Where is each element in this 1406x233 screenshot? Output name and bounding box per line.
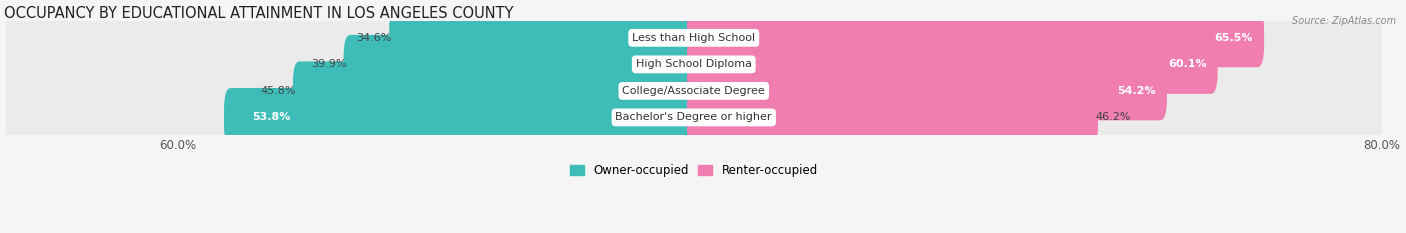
FancyBboxPatch shape: [0, 0, 1391, 76]
Text: High School Diploma: High School Diploma: [636, 59, 752, 69]
Text: College/Associate Degree: College/Associate Degree: [623, 86, 765, 96]
Text: 46.2%: 46.2%: [1095, 113, 1130, 122]
FancyBboxPatch shape: [292, 62, 700, 120]
Text: 65.5%: 65.5%: [1215, 33, 1253, 43]
Text: Source: ZipAtlas.com: Source: ZipAtlas.com: [1292, 16, 1396, 26]
Text: OCCUPANCY BY EDUCATIONAL ATTAINMENT IN LOS ANGELES COUNTY: OCCUPANCY BY EDUCATIONAL ATTAINMENT IN L…: [4, 6, 513, 21]
Text: Bachelor's Degree or higher: Bachelor's Degree or higher: [616, 113, 772, 122]
FancyBboxPatch shape: [688, 88, 1098, 147]
FancyBboxPatch shape: [389, 8, 700, 67]
Text: 53.8%: 53.8%: [253, 113, 291, 122]
FancyBboxPatch shape: [224, 88, 700, 147]
Legend: Owner-occupied, Renter-occupied: Owner-occupied, Renter-occupied: [569, 164, 818, 177]
Text: 45.8%: 45.8%: [260, 86, 295, 96]
Text: 39.9%: 39.9%: [311, 59, 346, 69]
FancyBboxPatch shape: [343, 35, 700, 94]
FancyBboxPatch shape: [0, 79, 1391, 155]
FancyBboxPatch shape: [0, 53, 1391, 129]
Text: Less than High School: Less than High School: [633, 33, 755, 43]
FancyBboxPatch shape: [688, 35, 1218, 94]
Text: 54.2%: 54.2%: [1118, 86, 1156, 96]
Text: 60.1%: 60.1%: [1168, 59, 1206, 69]
FancyBboxPatch shape: [688, 62, 1167, 120]
FancyBboxPatch shape: [688, 8, 1264, 67]
FancyBboxPatch shape: [0, 26, 1391, 102]
Text: 34.6%: 34.6%: [357, 33, 392, 43]
